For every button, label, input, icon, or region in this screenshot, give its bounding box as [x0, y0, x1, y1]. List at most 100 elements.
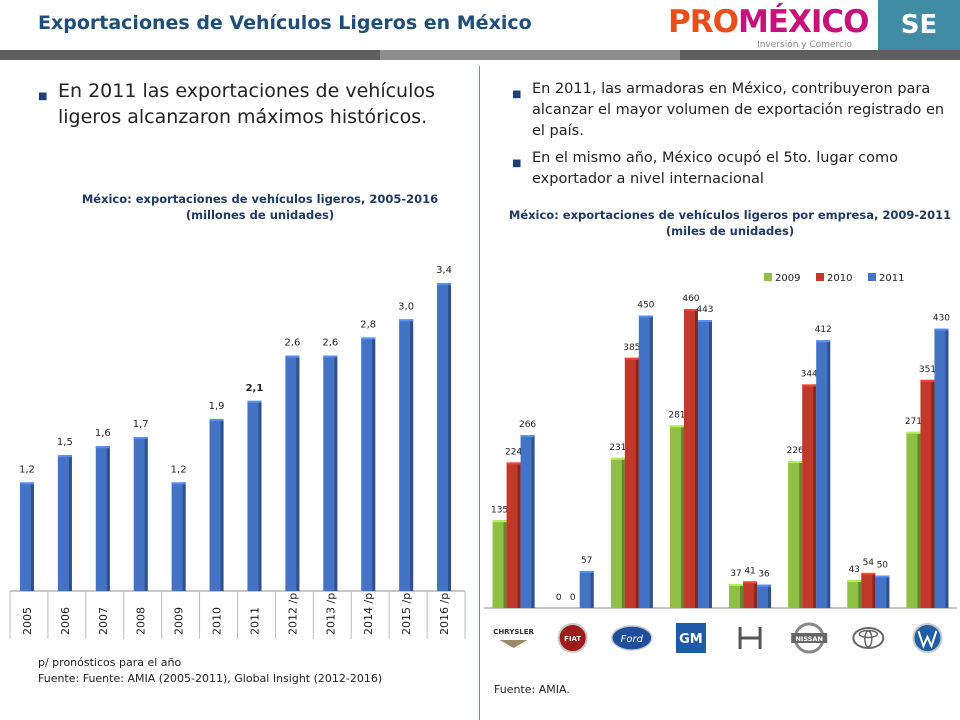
promexico-logo: PROMÉXICO Inversión y Comercio — [668, 4, 870, 54]
bar-face — [920, 379, 935, 608]
bar-side — [649, 315, 653, 608]
tick-label: 2011 — [248, 607, 261, 635]
bar-face — [19, 482, 34, 591]
fiat-logo: FIAT — [557, 623, 588, 653]
bar-face — [133, 437, 148, 591]
bar-face — [802, 384, 817, 608]
bar-top — [171, 482, 186, 485]
bar-side — [694, 309, 698, 608]
bar — [743, 581, 758, 608]
tick-label: 2010 — [211, 607, 224, 635]
bar-face — [624, 357, 639, 608]
data-label: 224 — [505, 447, 522, 457]
bar-face — [361, 337, 376, 591]
bar-face — [579, 570, 594, 608]
bar — [638, 315, 653, 608]
bar-top — [697, 320, 712, 323]
tick-label: 2013 /p — [324, 593, 337, 635]
bar-side — [708, 320, 712, 608]
bar-top — [624, 357, 639, 360]
tick-label: 2007 — [97, 607, 110, 635]
chrysler-wings-icon — [499, 640, 528, 648]
bar-side — [531, 435, 535, 608]
bar-side — [872, 572, 876, 608]
bar — [934, 328, 949, 608]
bar — [906, 431, 921, 608]
bar-top — [847, 580, 862, 583]
bar-side — [372, 337, 376, 591]
right-bullet-1: ■ En 2011, las armadoras en México, cont… — [512, 79, 952, 142]
fiat-badge-icon — [557, 623, 588, 653]
right-bullet-2-text: En el mismo año, México ocupó el 5to. lu… — [532, 150, 898, 187]
bar-side — [220, 418, 224, 591]
bar-side — [945, 328, 949, 608]
chrysler-logo: CHRYSLER — [493, 628, 535, 648]
bar-top — [683, 309, 698, 311]
tick-label: 2012 /p — [286, 593, 299, 635]
left-bullet-text: En 2011 las exportaciones de vehículos l… — [58, 80, 435, 128]
bar-top — [920, 379, 935, 382]
bar-face — [816, 340, 831, 608]
data-label: 412 — [815, 325, 832, 335]
bar-face — [729, 583, 744, 608]
bar — [506, 462, 521, 608]
data-label: 443 — [696, 305, 713, 315]
bar-face — [638, 315, 653, 608]
legend-label: 2009 — [775, 273, 800, 284]
data-label: 1,9 — [209, 401, 225, 412]
bar-top — [19, 482, 34, 485]
bar — [875, 575, 890, 608]
gm-logo: GM — [675, 623, 706, 653]
bar-face — [285, 355, 300, 591]
tick-label: 2009 — [173, 607, 186, 635]
right-bar-chart: 2009 2010 2011 135 224 266 CHRYSLER 0 0 57 FIAT 231… — [484, 273, 957, 654]
legend-label: 2011 — [879, 273, 904, 284]
fiat-text: FIAT — [564, 635, 581, 643]
bar-top — [906, 431, 921, 434]
bar-face — [437, 283, 452, 591]
data-label: 1,6 — [95, 428, 111, 439]
bar — [729, 583, 744, 608]
bar-side — [410, 319, 414, 591]
data-label: 344 — [801, 369, 818, 379]
bar-face — [669, 425, 684, 608]
legend-label: 2010 — [827, 273, 852, 284]
toyota-vertical-icon — [864, 630, 873, 648]
honda-h-icon — [738, 627, 762, 649]
bar-top — [285, 355, 300, 358]
data-label: 50 — [877, 561, 889, 571]
tick-label: 2006 — [59, 607, 72, 635]
bar-face — [743, 581, 758, 608]
chart-legend: 2009 2010 2011 — [764, 273, 904, 284]
bar-top — [610, 457, 625, 460]
bar — [861, 572, 876, 608]
bullet-marker-icon: ■ — [512, 158, 522, 169]
bar — [816, 340, 831, 608]
right-bullet-2: ■ En el mismo año, México ocupó el 5to. … — [512, 148, 952, 190]
bar-side — [740, 583, 744, 608]
data-label: 450 — [637, 301, 654, 311]
data-label: 266 — [519, 420, 536, 430]
bar — [847, 580, 862, 608]
bar-top — [729, 583, 744, 586]
bar — [285, 355, 300, 591]
bar-top — [638, 315, 653, 318]
bar-top — [579, 570, 594, 573]
bar — [95, 446, 110, 591]
bar-side — [621, 457, 625, 608]
left-chart-title-line: México: exportaciones de vehículos liger… — [81, 192, 439, 206]
bar-side — [68, 455, 72, 591]
data-label: 2,1 — [246, 383, 264, 394]
right-chart-subtitle: (miles de unidades) — [665, 224, 795, 238]
right-bullet-1-text: En 2011, las armadoras en México, contri… — [532, 81, 945, 139]
bar-face — [323, 355, 338, 591]
bar-side — [334, 355, 338, 591]
bar-face — [209, 418, 224, 591]
bar-face — [847, 580, 862, 608]
bar-top — [802, 384, 817, 387]
bar-top — [788, 461, 803, 464]
bar — [399, 319, 414, 591]
bar-side — [635, 357, 639, 608]
nissan-text: NISSAN — [795, 635, 822, 643]
legend-swatch — [764, 273, 772, 281]
